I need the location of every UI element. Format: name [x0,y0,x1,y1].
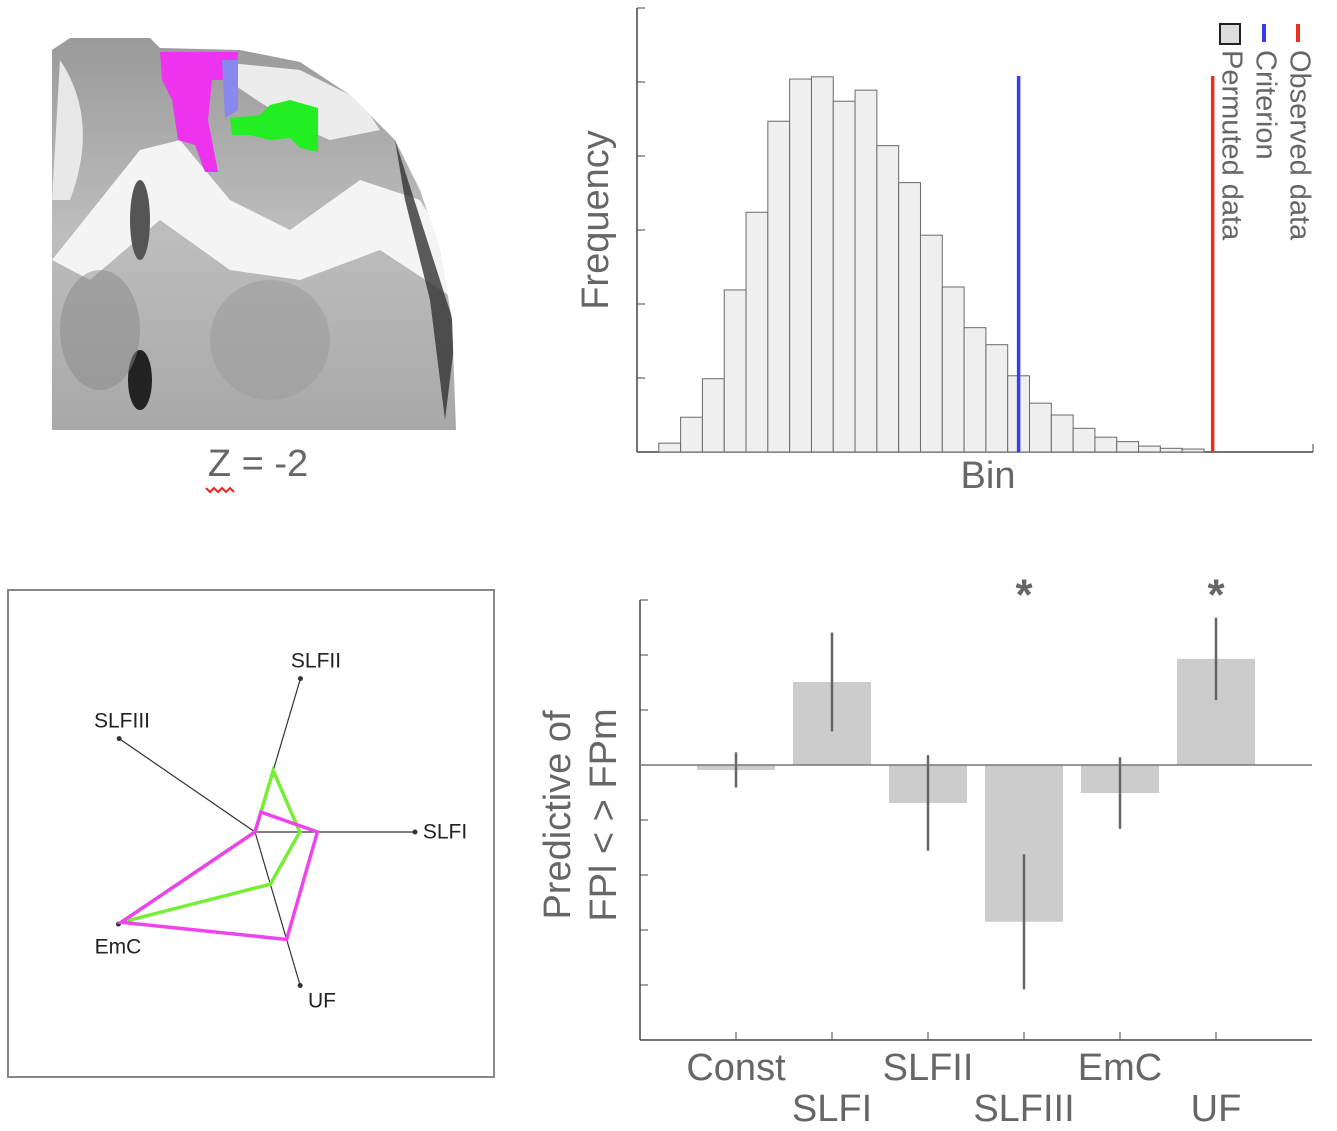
radar-polygon [121,771,300,923]
image-caption: Z = -2 [208,443,308,485]
y-axis-label: Frequency [575,130,617,310]
histogram-bar [681,417,703,452]
radar-axis-label: SLFII [291,650,341,673]
x-axis-label: Bin [961,455,1016,497]
histogram-bar [768,121,790,452]
histogram-bar [746,212,768,452]
figure: Z = -2 Bin Frequency Observed dataCriterio… [0,0,1337,1131]
histogram-bar [1051,415,1073,452]
y-axis-label: Predictive of [537,710,579,920]
brain-image [52,38,456,430]
radar-axis-end [413,830,418,835]
significance-marker: * [1207,571,1225,620]
histogram-bar [920,235,942,452]
histogram-bar [899,183,921,452]
spellcheck-squiggle [206,488,234,492]
histogram-bar [833,101,855,452]
radar-axis-label: UF [308,990,336,1013]
histogram-bar [811,77,833,452]
histogram-bar [1073,428,1095,452]
radar-axis-label: SLFI [423,821,467,844]
histogram-bar [790,79,812,452]
histogram-bar [855,90,877,452]
radar-polygon [121,812,317,939]
x-tick-label: SLFII [883,1047,974,1089]
legend-marker [1220,24,1240,44]
histogram-bar [1139,446,1161,452]
radar-axis-end [298,676,303,681]
radar-axis-end [117,736,122,741]
histogram-bar [724,290,746,452]
histogram-bar [942,287,964,452]
histogram-bar [1160,448,1182,452]
histogram-bar [877,146,899,452]
histogram-bar [1030,403,1052,452]
x-tick-label: UF [1191,1088,1242,1130]
x-tick-label: EmC [1078,1047,1162,1089]
significance-marker: * [1015,571,1033,620]
radar-axis-label: EmC [95,936,142,959]
y-axis-label: FPl < > FPm [583,708,625,921]
histogram-bar [1095,437,1117,452]
histogram-bar [1182,449,1204,452]
x-tick-label: SLFI [792,1088,872,1130]
radar-axis [119,739,255,832]
histogram-bar [1117,442,1139,452]
radar-axis [255,832,300,985]
legend-label: Permuted data [1215,50,1247,241]
radar-axis-label: SLFIII [94,710,150,733]
histogram-bar [659,443,681,452]
x-tick-label: Const [686,1047,786,1089]
histogram-bar [702,379,724,452]
x-tick-label: SLFIII [973,1088,1074,1130]
legend-label: Criterion [1249,50,1281,160]
legend-label: Observed data [1283,50,1315,241]
histogram-bar [964,328,986,452]
radar-axis-end [298,983,303,988]
histogram-bar [986,345,1008,452]
